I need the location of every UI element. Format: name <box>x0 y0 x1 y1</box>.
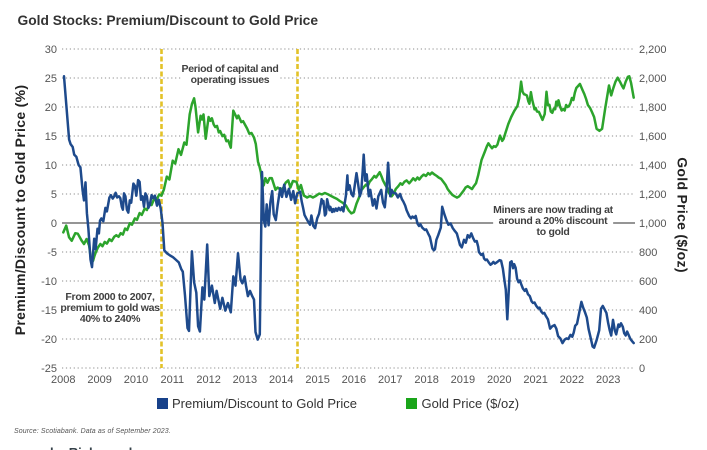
svg-text:2017: 2017 <box>378 374 402 386</box>
svg-text:Gold Price ($/oz): Gold Price ($/oz) <box>422 396 520 411</box>
svg-text:-20: -20 <box>41 334 57 346</box>
svg-text:5: 5 <box>51 189 57 201</box>
svg-text:2014: 2014 <box>269 374 293 386</box>
svg-text:2021: 2021 <box>523 374 547 386</box>
svg-text:-15: -15 <box>41 305 57 317</box>
svg-text:600: 600 <box>639 276 657 288</box>
svg-text:2015: 2015 <box>305 374 329 386</box>
svg-text:2,200: 2,200 <box>639 44 667 56</box>
svg-text:0: 0 <box>51 218 57 230</box>
svg-text:1,800: 1,800 <box>639 102 667 114</box>
svg-text:1,600: 1,600 <box>639 131 667 143</box>
svg-text:0: 0 <box>639 363 645 375</box>
svg-text:-25: -25 <box>41 363 57 375</box>
svg-text:15: 15 <box>45 131 57 143</box>
svg-text:2010: 2010 <box>124 374 148 386</box>
svg-text:Source: Scotiabank. Data as of: Source: Scotiabank. Data as of September… <box>14 428 171 435</box>
svg-text:2018: 2018 <box>414 374 438 386</box>
svg-text:25: 25 <box>45 73 57 85</box>
svg-text:2019: 2019 <box>451 374 475 386</box>
svg-text:2022: 2022 <box>560 374 584 386</box>
svg-text:30: 30 <box>45 44 57 56</box>
svg-text:2023: 2023 <box>596 374 620 386</box>
svg-text:2008: 2008 <box>51 374 75 386</box>
svg-text:2,000: 2,000 <box>639 73 667 85</box>
svg-text:2009: 2009 <box>87 374 111 386</box>
svg-text:2011: 2011 <box>160 374 184 386</box>
svg-text:2013: 2013 <box>233 374 257 386</box>
svg-text:Gold Price ($/oz): Gold Price ($/oz) <box>675 157 691 273</box>
svg-text:Premium/Discount to Gold Price: Premium/Discount to Gold Price <box>172 396 357 411</box>
svg-text:800: 800 <box>639 247 657 259</box>
svg-text:-10: -10 <box>41 276 57 288</box>
svg-text:Premium/Discount to Gold Price: Premium/Discount to Gold Price (%) <box>12 85 28 336</box>
svg-text:2020: 2020 <box>487 374 511 386</box>
svg-text:1,200: 1,200 <box>639 189 667 201</box>
svg-text:-5: -5 <box>47 247 57 259</box>
svg-text:1,400: 1,400 <box>639 160 667 172</box>
svg-text:400: 400 <box>639 305 657 317</box>
svg-text:2016: 2016 <box>342 374 366 386</box>
svg-text:2012: 2012 <box>196 374 220 386</box>
svg-text:1,000: 1,000 <box>639 218 667 230</box>
svg-text:20: 20 <box>45 102 57 114</box>
svg-text:10: 10 <box>45 160 57 172</box>
svg-text:200: 200 <box>639 334 657 346</box>
